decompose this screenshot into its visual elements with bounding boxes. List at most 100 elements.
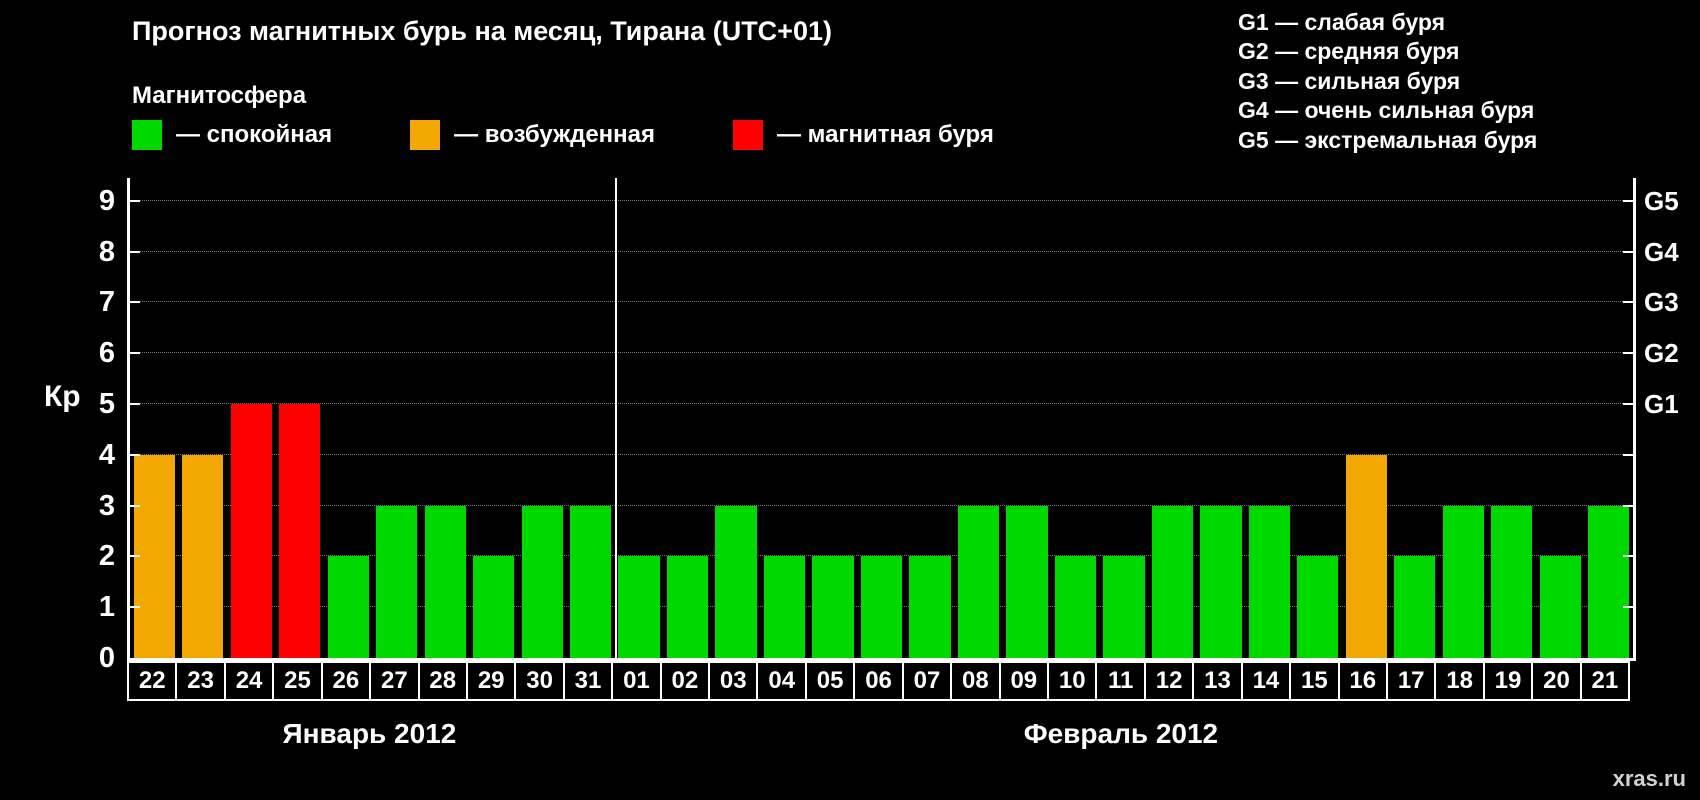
kp-bar-day-06 — [860, 556, 903, 658]
excited-label: — возбужденная — [454, 121, 656, 148]
day-label-04: 04 — [756, 661, 807, 701]
bar-slot-03 — [712, 178, 760, 658]
day-label-11: 11 — [1095, 661, 1146, 701]
storm-scale-g1: G1 — слабая буря — [1238, 9, 1446, 35]
bar-slot-02 — [663, 178, 711, 658]
left-axis-tick-4 — [130, 453, 140, 456]
day-label-02: 02 — [659, 661, 711, 701]
kp-bar-day-10 — [1054, 556, 1097, 658]
g-axis-label-G5: G5 — [1644, 185, 1679, 216]
bar-slot-12 — [1148, 178, 1196, 658]
bar-slot-23 — [178, 178, 226, 658]
kp-bar-day-08 — [957, 505, 1000, 658]
day-axis: 22 23 24 25 26 27 28 29 30 31 01 02 03 04 05 06 07 08 09 10… — [127, 661, 1631, 701]
kp-bar-day-19 — [1491, 505, 1533, 658]
kp-bar-day-07 — [909, 556, 951, 658]
bar-slot-04 — [760, 178, 808, 658]
bar-slot-09 — [1003, 178, 1051, 658]
kp-bar-day-14 — [1248, 505, 1290, 658]
bar-slot-26 — [324, 178, 372, 658]
bar-slot-21 — [1585, 178, 1633, 658]
day-label-30: 30 — [514, 661, 565, 701]
day-label-07: 07 — [901, 661, 953, 701]
day-label-12: 12 — [1143, 661, 1195, 701]
bar-slot-16 — [1342, 178, 1390, 658]
kp-bar-day-24 — [230, 404, 272, 658]
y-tick-label-0: 0 — [98, 642, 115, 674]
month-separator-line — [614, 178, 617, 658]
legend-item-excited: — возбужденная — [410, 120, 655, 150]
month-labels: Январь 2012 Февраль 2012 — [127, 718, 1630, 750]
bar-slot-30 — [518, 178, 566, 658]
day-label-01: 01 — [611, 661, 662, 701]
bar-slot-25 — [275, 178, 323, 658]
gridline-kp-9 — [130, 199, 1633, 201]
bar-slot-10 — [1051, 178, 1099, 658]
kp-bar-day-05 — [812, 556, 854, 658]
kp-bar-day-23 — [182, 454, 224, 658]
day-label-26: 26 — [320, 661, 372, 701]
bar-slot-24 — [227, 178, 275, 658]
storm-scale-legend: G1 — слабая буря G2 — средняя буря G3 — … — [1238, 8, 1537, 155]
plot-area — [127, 178, 1636, 661]
kp-bar-day-22 — [133, 454, 175, 658]
day-label-13: 13 — [1192, 661, 1243, 701]
day-label-28: 28 — [417, 661, 468, 701]
storm-scale-g2: G2 — средняя буря — [1238, 38, 1460, 65]
y-tick-label-3: 3 — [98, 489, 115, 522]
storm-swatch-icon — [733, 120, 764, 150]
left-axis-tick-7 — [130, 301, 140, 304]
y-tick-label-5: 5 — [98, 388, 115, 421]
bar-slot-17 — [1391, 178, 1439, 658]
bar-slot-28 — [421, 178, 469, 658]
day-label-23: 23 — [175, 661, 226, 701]
right-axis-tick-6 — [1623, 352, 1633, 355]
month-label-january: Январь 2012 — [282, 718, 457, 749]
right-axis-tick-9 — [1623, 199, 1633, 202]
storm-label: — магнитная буря — [777, 121, 994, 148]
bar-slot-29 — [469, 178, 517, 658]
gridline-kp-6 — [130, 352, 1633, 354]
kp-bar-day-29 — [473, 556, 515, 658]
kp-bar-day-02 — [666, 556, 709, 658]
watermark: xras.ru — [1612, 766, 1686, 791]
bar-slot-01 — [615, 178, 663, 658]
left-axis-tick-1 — [130, 606, 140, 609]
left-axis-tick-9 — [130, 199, 140, 202]
bar-slot-31 — [566, 178, 614, 658]
gridline-kp-5 — [130, 403, 1633, 405]
right-axis-tick-8 — [1623, 250, 1633, 253]
day-label-15: 15 — [1289, 661, 1340, 701]
left-axis-tick-6 — [130, 352, 140, 355]
bar-slot-13 — [1197, 178, 1245, 658]
bar-slot-07 — [906, 178, 954, 658]
y-tick-label-4: 4 — [98, 438, 115, 471]
kp-bar-day-30 — [521, 505, 563, 658]
storm-scale-g3: G3 — сильная буря — [1238, 67, 1461, 94]
left-axis-tick-3 — [130, 504, 140, 507]
bar-slot-05 — [809, 178, 857, 658]
day-label-31: 31 — [562, 661, 614, 701]
day-label-19: 19 — [1482, 661, 1534, 701]
bar-slot-08 — [954, 178, 1002, 658]
gridline-kp-3 — [130, 504, 1633, 506]
g-axis-label-G1: G1 — [1644, 389, 1679, 420]
bar-slot-27 — [372, 178, 420, 658]
day-label-14: 14 — [1240, 661, 1292, 701]
bar-slot-14 — [1245, 178, 1293, 658]
day-label-08: 08 — [950, 661, 1001, 701]
day-label-27: 27 — [369, 661, 420, 701]
chart-title: Прогноз магнитных бурь на месяц, Тирана … — [132, 16, 832, 46]
g-axis-label-G3: G3 — [1644, 287, 1679, 318]
bar-slot-20 — [1536, 178, 1584, 658]
kp-bar-day-04 — [763, 556, 806, 658]
right-axis-tick-5 — [1623, 403, 1633, 406]
day-label-06: 06 — [853, 661, 904, 701]
storm-scale-g5: G5 — экстремальная буря — [1238, 126, 1538, 153]
right-axis-tick-1 — [1623, 606, 1633, 609]
kp-bar-day-17 — [1394, 556, 1436, 658]
bar-slot-22 — [130, 178, 178, 658]
kp-bar-day-16 — [1345, 454, 1387, 658]
legend-item-quiet: — спокойная — [132, 120, 332, 150]
